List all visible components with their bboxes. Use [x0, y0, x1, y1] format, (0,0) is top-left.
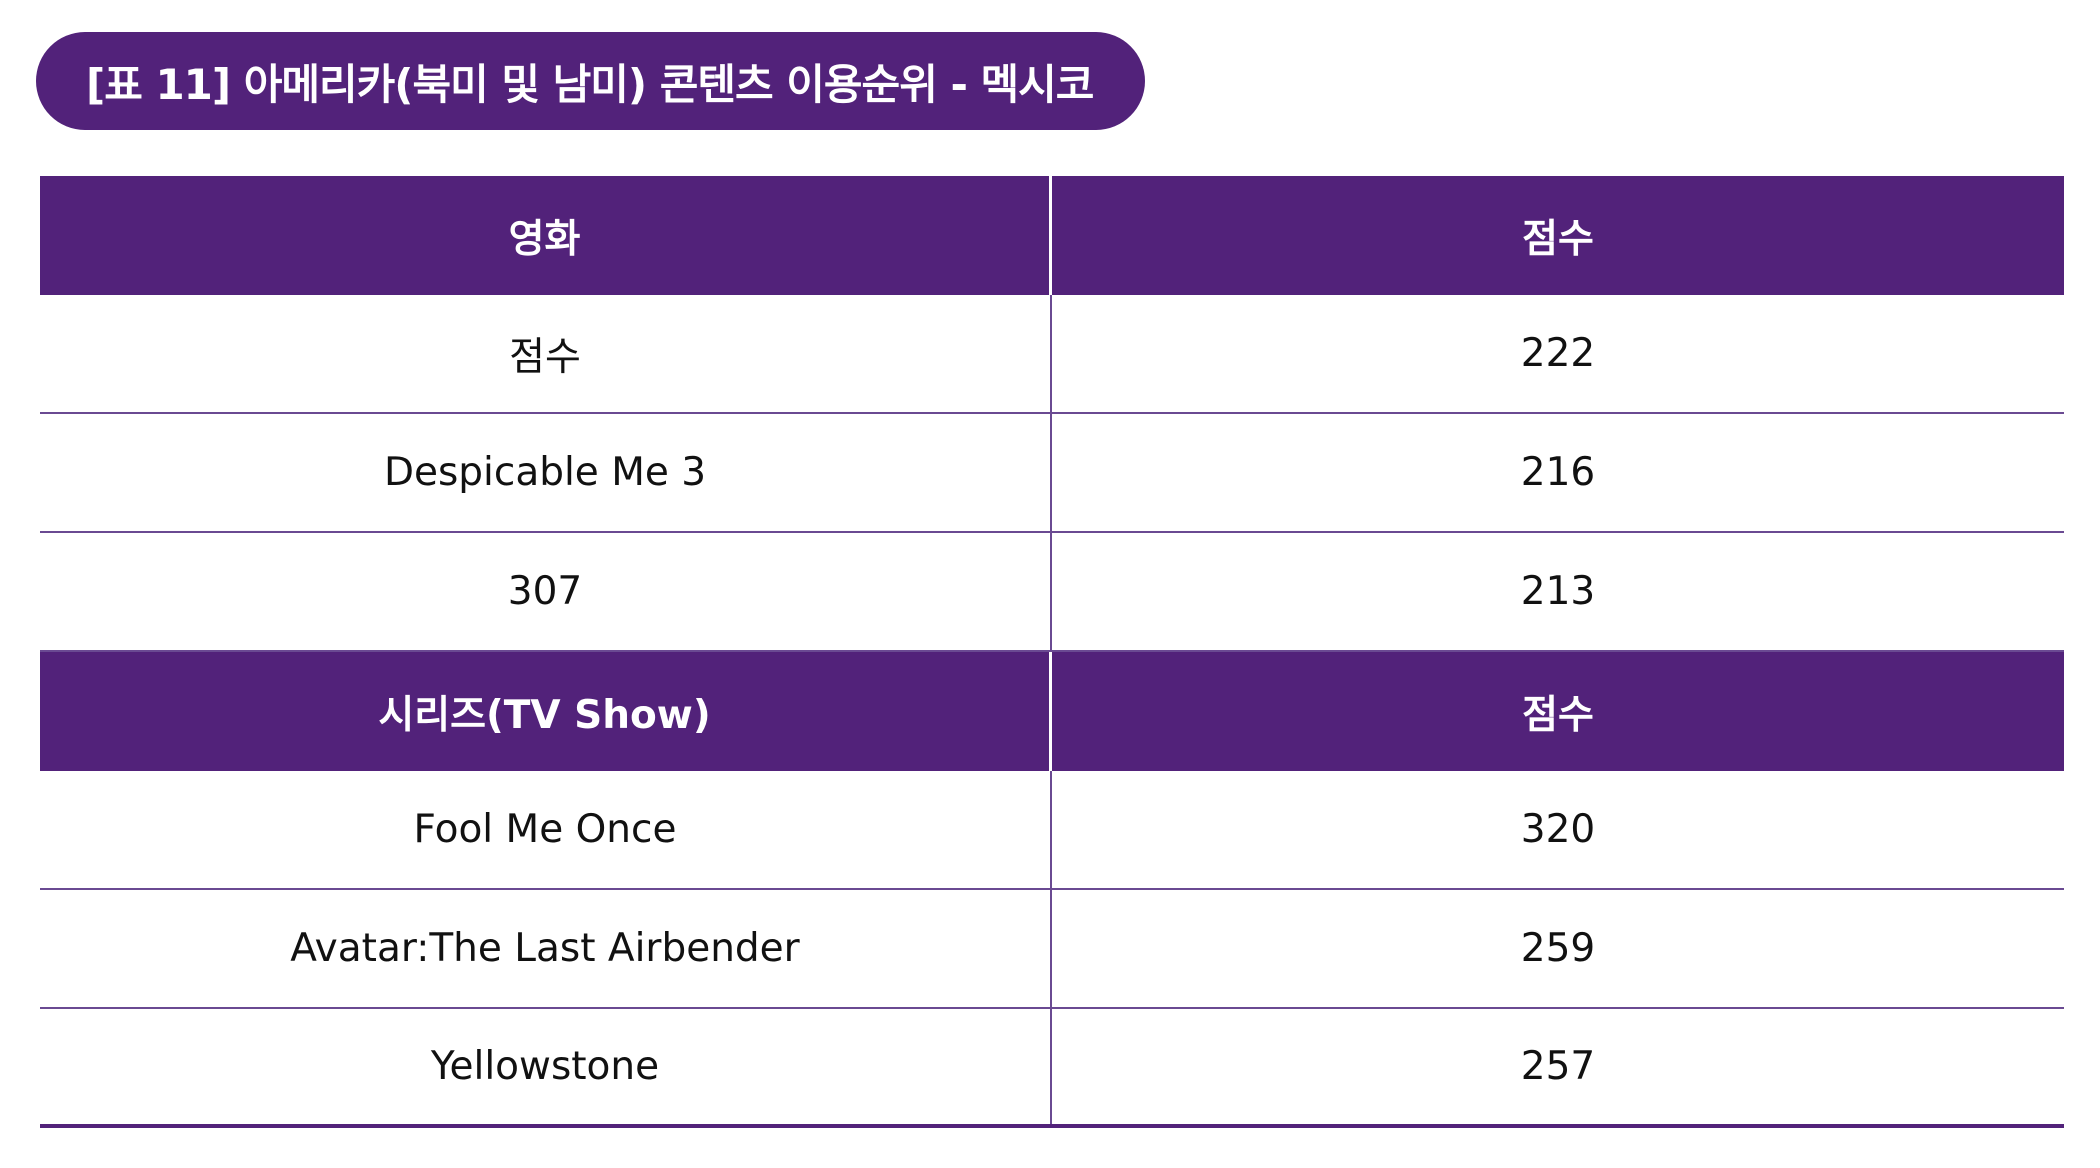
movie-score-cell: 213: [1520, 569, 1596, 614]
series-header-name: 시리즈(TV Show): [40, 652, 1052, 771]
series-header-row: 시리즈(TV Show) 점수: [40, 652, 2064, 771]
content-ranking-table: 영화 점수 점수 222 Despicable Me 3 216 307 213…: [40, 176, 2064, 1128]
series-score-cell: 259: [1520, 926, 1596, 971]
movie-score-cell: 216: [1520, 450, 1596, 495]
table-title: [표 11] 아메리카(북미 및 남미) 콘텐츠 이용순위 - 멕시코: [86, 59, 1094, 109]
table-row: Fool Me Once 320: [40, 771, 2064, 890]
table-row: 307 213: [40, 533, 2064, 652]
movie-title-cell: 307: [40, 533, 1052, 650]
movies-header-row: 영화 점수: [40, 176, 2064, 295]
series-title-cell: Fool Me Once: [40, 771, 1052, 888]
series-title-cell: Avatar:The Last Airbender: [40, 890, 1052, 1007]
table-row: Despicable Me 3 216: [40, 414, 2064, 533]
table-row: 점수 222: [40, 295, 2064, 414]
series-title-cell: Yellowstone: [40, 1009, 1052, 1124]
series-score-cell: 320: [1520, 807, 1596, 852]
series-score-cell: 257: [1520, 1044, 1596, 1089]
movie-score-cell: 222: [1520, 331, 1596, 376]
table-row: Avatar:The Last Airbender 259: [40, 890, 2064, 1009]
movie-title-cell: Despicable Me 3: [40, 414, 1052, 531]
table-row: Yellowstone 257: [40, 1009, 2064, 1128]
table-title-badge: [표 11] 아메리카(북미 및 남미) 콘텐츠 이용순위 - 멕시코: [36, 32, 1146, 130]
movies-header-score: 점수: [1522, 216, 1594, 262]
movie-title-cell: 점수: [40, 295, 1052, 412]
series-header-score: 점수: [1522, 692, 1594, 738]
movies-header-name: 영화: [40, 176, 1052, 295]
